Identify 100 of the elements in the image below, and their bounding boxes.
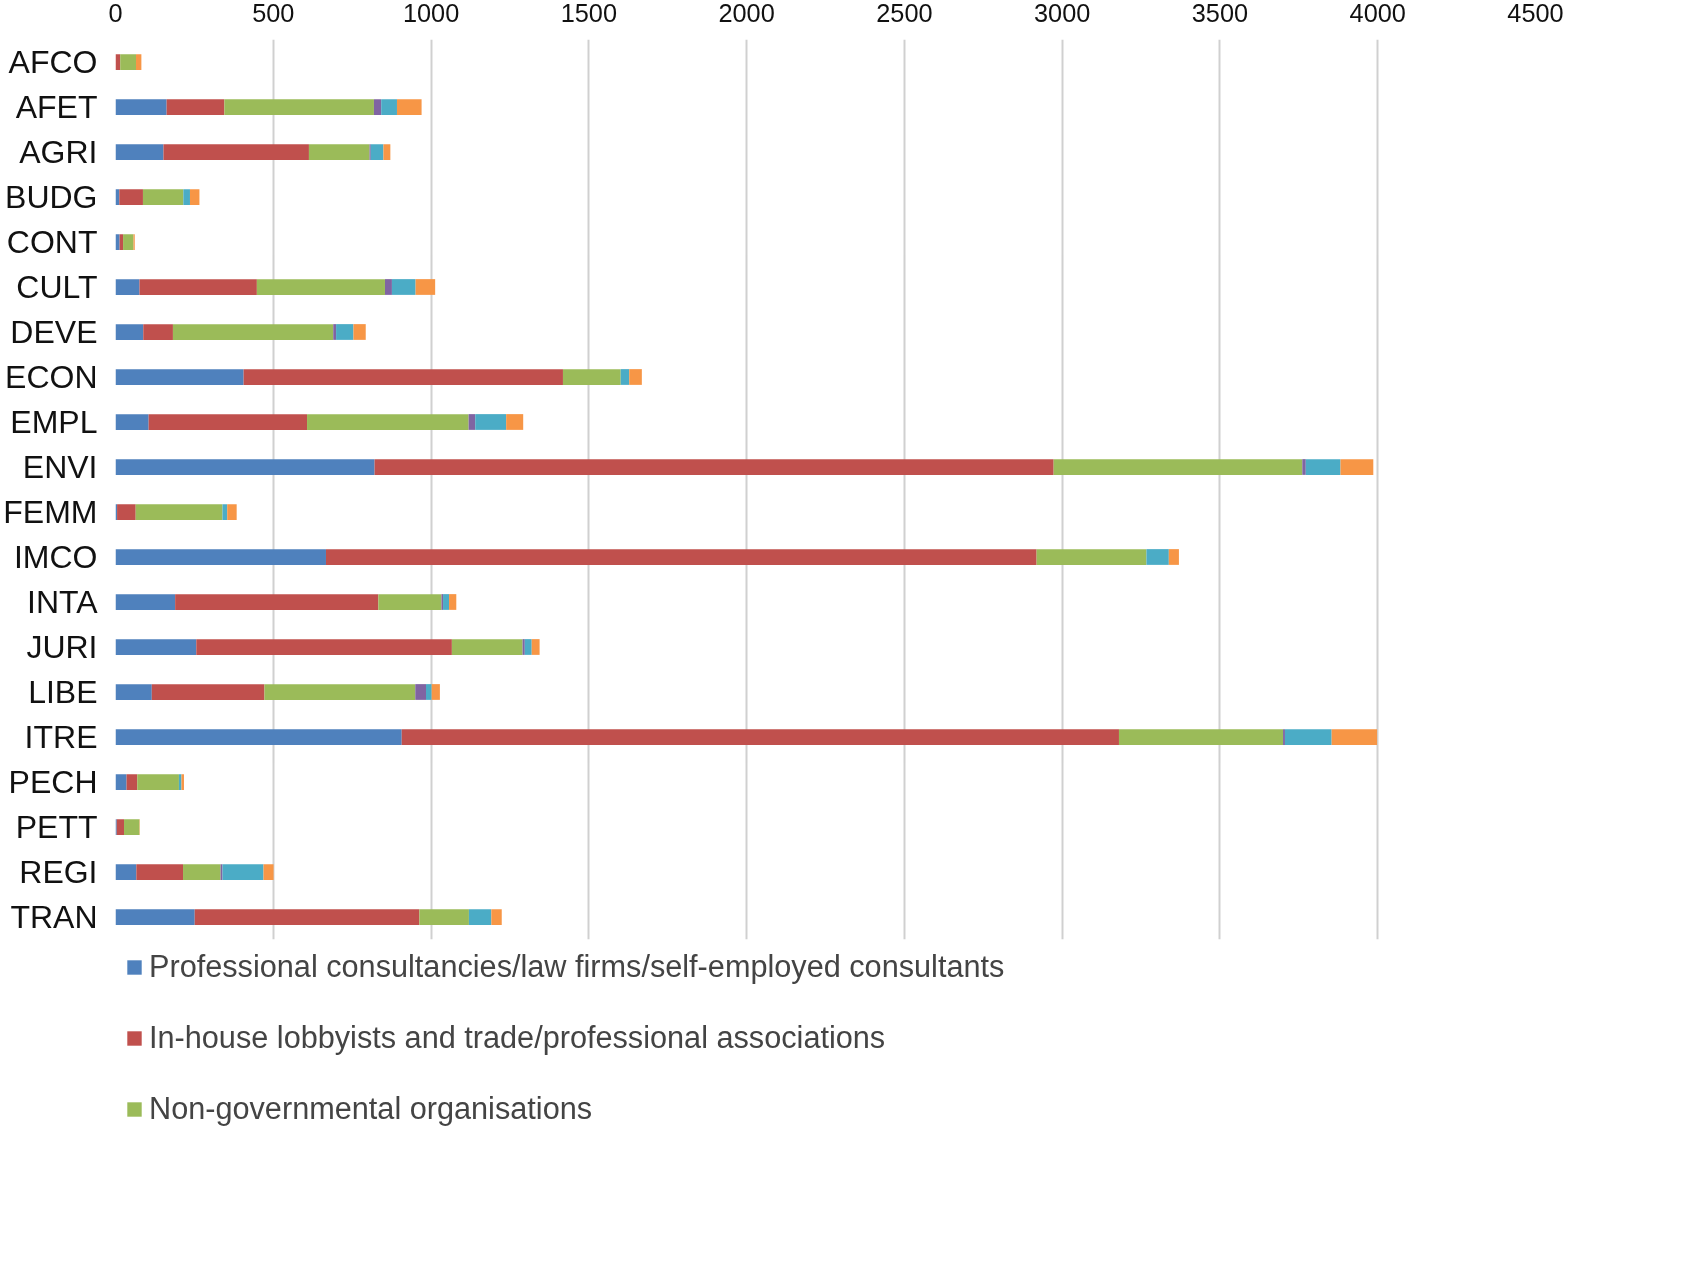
y-tick-label: DEVE — [10, 314, 98, 350]
bar — [115, 639, 197, 655]
bar — [137, 774, 179, 790]
bar — [373, 99, 382, 115]
y-tick-label: REGI — [19, 854, 98, 890]
bar — [1168, 549, 1179, 565]
y-tick-label: EMPL — [10, 404, 98, 440]
bar — [227, 504, 237, 520]
y-tick-label: INTA — [26, 584, 99, 620]
bar — [183, 189, 190, 205]
bar — [620, 369, 630, 385]
bar — [1036, 549, 1147, 565]
bar — [374, 459, 1054, 475]
bar — [196, 639, 452, 655]
bar — [1302, 459, 1306, 475]
x-tick-label: 3500 — [1191, 0, 1249, 27]
bar — [115, 684, 152, 700]
y-tick-label: FEMM — [3, 494, 98, 530]
bar — [415, 684, 427, 700]
y-tick-label: PECH — [8, 764, 98, 800]
bar — [307, 414, 469, 430]
bar — [401, 729, 1119, 745]
y-tick-label: IMCO — [13, 539, 98, 575]
y-tick-label: CULT — [16, 269, 98, 305]
bar — [115, 774, 127, 790]
bar — [629, 369, 642, 385]
bar — [426, 684, 432, 700]
bar — [172, 324, 334, 340]
bar — [115, 234, 120, 250]
bar — [391, 279, 416, 295]
bar — [139, 279, 257, 295]
y-tick-label: PETT — [15, 809, 98, 845]
bar — [115, 279, 140, 295]
y-tick-label: JURI — [26, 629, 98, 665]
bar — [120, 54, 137, 70]
bar — [136, 864, 184, 880]
bar — [370, 144, 384, 160]
bar — [419, 909, 469, 925]
bar — [166, 99, 225, 115]
bar — [333, 324, 337, 340]
bar — [264, 684, 416, 700]
bar — [115, 99, 167, 115]
bar — [148, 414, 308, 430]
legend-label: Non-governmental organisations — [149, 1091, 593, 1126]
x-tick-label: 2000 — [718, 0, 775, 27]
bar — [243, 369, 563, 385]
bar — [431, 684, 440, 700]
bar — [256, 279, 385, 295]
bar — [183, 864, 221, 880]
bar — [381, 99, 397, 115]
bar — [123, 234, 134, 250]
bar — [396, 99, 422, 115]
bar — [194, 909, 420, 925]
bar — [378, 594, 442, 610]
bar — [383, 144, 391, 160]
bar — [451, 639, 523, 655]
bar — [224, 99, 374, 115]
y-tick-label: CONT — [6, 224, 98, 260]
legend-label: In-house lobbyists and trade/professional associations — [149, 1020, 886, 1055]
y-tick-label: BUDG — [5, 179, 98, 215]
bar — [124, 819, 140, 835]
y-tick-label: ENVI — [22, 449, 98, 485]
bar — [115, 414, 149, 430]
bar — [384, 279, 392, 295]
bar — [531, 639, 540, 655]
y-tick-label: ITRE — [24, 719, 98, 755]
x-tick-label: 500 — [252, 0, 295, 27]
bar — [308, 144, 370, 160]
y-tick-label: ECON — [5, 359, 98, 395]
bar — [506, 414, 524, 430]
bar — [491, 909, 502, 925]
bar — [115, 144, 164, 160]
bar — [135, 504, 223, 520]
bar — [142, 189, 184, 205]
bar — [263, 864, 274, 880]
bar — [325, 549, 1037, 565]
bar — [116, 819, 125, 835]
x-tick-label: 3000 — [1033, 0, 1091, 27]
bar — [1340, 459, 1374, 475]
bar — [175, 594, 379, 610]
bar — [189, 189, 200, 205]
y-tick-label: AFCO — [8, 44, 98, 80]
bar — [115, 459, 375, 475]
bar — [415, 279, 436, 295]
bar — [1305, 459, 1341, 475]
y-tick-label: AGRI — [19, 134, 98, 170]
bar — [1053, 459, 1303, 475]
bar — [115, 369, 244, 385]
legend-label: Professional consultancies/law firms/self-employed consultants — [149, 949, 1005, 984]
x-tick-label: 1000 — [402, 0, 460, 27]
x-tick-label: 4000 — [1349, 0, 1406, 27]
bar — [163, 144, 309, 160]
bar — [468, 909, 492, 925]
x-tick-label: 1500 — [560, 0, 618, 27]
bar — [143, 324, 173, 340]
bar — [468, 414, 476, 430]
y-tick-label: LIBE — [28, 674, 98, 710]
bar — [336, 324, 354, 340]
bar — [117, 504, 136, 520]
bar — [562, 369, 621, 385]
